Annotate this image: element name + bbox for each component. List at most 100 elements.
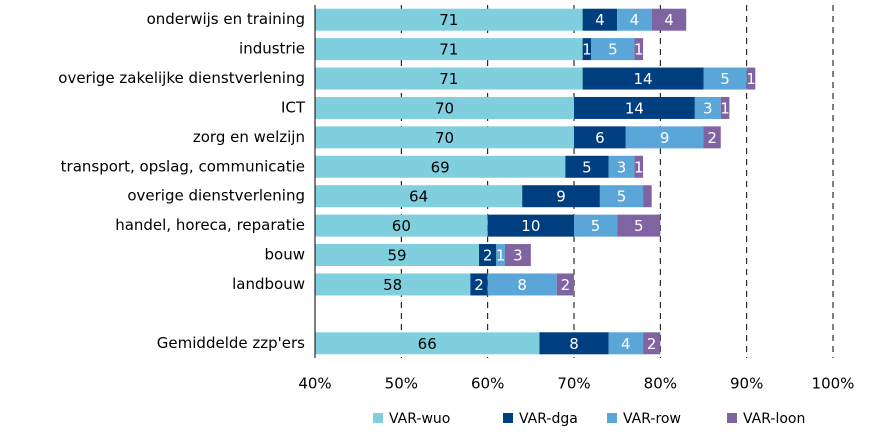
data-label: 3 — [617, 158, 627, 176]
data-label: 10 — [521, 217, 540, 235]
bar-segment — [565, 155, 609, 178]
data-label: 70 — [435, 129, 454, 147]
bar-segment — [608, 155, 635, 178]
data-label: 4 — [595, 11, 605, 29]
data-label: 3 — [703, 99, 713, 117]
data-label: 1 — [582, 41, 592, 59]
y-tick-label: handel, horeca, reparatie — [115, 216, 305, 234]
bar-segment — [703, 126, 721, 149]
bar-segment — [582, 67, 704, 90]
data-label: 58 — [383, 276, 402, 294]
bar-segment — [315, 67, 583, 90]
data-label: 5 — [608, 41, 618, 59]
bar-segment — [496, 244, 505, 267]
legend-label: VAR-loon — [743, 411, 805, 427]
y-tick-label: transport, opslag, communicatie — [61, 157, 305, 175]
x-tick-label: 80% — [644, 375, 677, 393]
data-label: 6 — [595, 129, 605, 147]
data-label: 14 — [634, 70, 653, 88]
data-label: 71 — [439, 11, 458, 29]
y-tick-label: Gemiddelde zzp'ers — [157, 334, 305, 352]
data-label: 64 — [409, 188, 428, 206]
bar-segment — [315, 214, 488, 237]
bar-segment — [315, 8, 583, 31]
bar-segment — [599, 185, 644, 208]
bar-segment — [574, 214, 618, 237]
legend-swatch — [607, 413, 617, 423]
x-tick-label: 60% — [471, 375, 504, 393]
bar-segment — [634, 155, 644, 178]
bar-segment — [487, 273, 557, 296]
y-tick-label: overige zakelijke dienstverlening — [58, 69, 305, 87]
legend-label: VAR-dga — [519, 411, 578, 427]
bar-segment — [617, 214, 661, 237]
data-label: 1 — [496, 247, 506, 265]
bar-segment — [651, 8, 687, 31]
data-label: 4 — [621, 335, 631, 353]
bar-segment — [470, 273, 488, 296]
bar-segment — [625, 126, 704, 149]
bar-segment — [487, 214, 574, 237]
bar-segment — [746, 67, 756, 90]
bar-segment — [720, 96, 730, 119]
bar-segment — [539, 332, 609, 355]
data-label: 5 — [591, 217, 601, 235]
x-tick-label: 40% — [298, 375, 331, 393]
data-label: 3 — [513, 247, 523, 265]
x-tick-label: 50% — [385, 375, 418, 393]
legend-swatch — [727, 413, 737, 423]
legend-label: VAR-row — [623, 411, 681, 427]
data-label: 14 — [625, 99, 644, 117]
data-label: 1 — [634, 41, 644, 59]
bar-segment — [315, 332, 540, 355]
data-label: 4 — [630, 11, 640, 29]
y-tick-label: bouw — [265, 246, 305, 264]
x-tick-label: 90% — [730, 375, 763, 393]
data-label: 71 — [439, 41, 458, 59]
bar-segment — [608, 332, 644, 355]
data-label: 70 — [435, 99, 454, 117]
legend-swatch — [503, 413, 513, 423]
data-label: 8 — [569, 335, 579, 353]
data-label: 60 — [392, 217, 411, 235]
data-label: 5 — [617, 188, 627, 206]
data-label: 5 — [582, 158, 592, 176]
data-label: 2 — [707, 129, 717, 147]
x-tick-label: 100% — [812, 375, 855, 393]
bar-segment — [556, 273, 574, 296]
data-label: 1 — [720, 99, 730, 117]
x-tick-label: 70% — [557, 375, 590, 393]
data-label: 1 — [634, 158, 644, 176]
bar-segment — [617, 8, 652, 31]
data-label: 66 — [418, 335, 437, 353]
bar-segment — [582, 8, 618, 31]
data-label: 9 — [660, 129, 670, 147]
data-label: 1 — [746, 70, 756, 88]
y-tick-label: onderwijs en training — [147, 10, 305, 28]
bar-segment — [703, 67, 747, 90]
bar-segment — [643, 185, 652, 208]
data-label: 2 — [474, 276, 484, 294]
bar-segment — [315, 126, 574, 149]
bar-segment — [479, 244, 497, 267]
bar-segment — [591, 38, 635, 61]
bar-segment — [582, 38, 592, 61]
legend-swatch — [373, 413, 383, 423]
y-tick-label: industrie — [239, 40, 305, 58]
bar-segment — [315, 244, 480, 267]
data-label: 69 — [431, 158, 450, 176]
bar-segment — [634, 38, 644, 61]
data-label: 2 — [647, 335, 657, 353]
bar-segment — [315, 273, 471, 296]
bar-segment — [315, 38, 583, 61]
data-label: 5 — [720, 70, 730, 88]
y-tick-label: ICT — [281, 98, 306, 116]
data-label: 71 — [439, 70, 458, 88]
bar-segment — [522, 185, 600, 208]
bar-segment — [694, 96, 721, 119]
bar-segment — [574, 126, 626, 149]
y-tick-label: landbouw — [232, 275, 305, 293]
y-tick-label: overige dienstverlening — [127, 187, 305, 205]
data-label: 8 — [517, 276, 527, 294]
